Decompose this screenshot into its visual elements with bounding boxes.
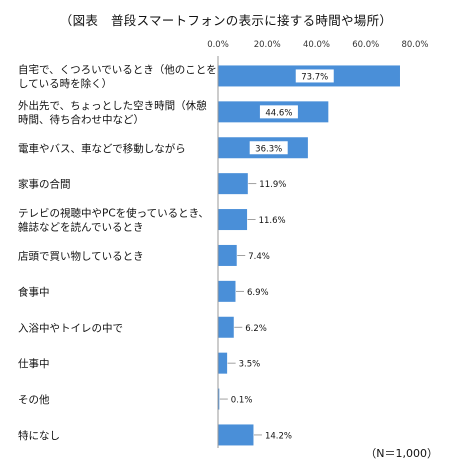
data-label-box: [259, 105, 298, 119]
data-label: 0.1%: [231, 396, 253, 406]
category-label: 自宅で、くつろいでいるとき（他のことを: [18, 63, 217, 76]
bar: [218, 424, 254, 446]
data-label: 14.2%: [265, 431, 292, 441]
category-label: 外出先で、ちょっとした空き時間（休憩: [18, 99, 207, 112]
chart-title: （図表 普段スマートフォンの表示に接する時間や場所）: [59, 13, 393, 28]
x-tick-label: 20.0%: [254, 40, 281, 50]
category-label: 電車やバス、車などで移動しながら: [18, 142, 186, 155]
category-label: 仕事中: [18, 357, 50, 370]
bar: [218, 316, 234, 338]
x-tick-label: 0.0%: [207, 40, 229, 50]
data-label-box: [295, 69, 334, 83]
data-label: 11.6%: [259, 216, 286, 226]
bar: [218, 388, 220, 410]
x-tick-label: 80.0%: [401, 40, 428, 50]
data-label: 6.2%: [245, 324, 267, 334]
category-label: 時間、待ち合わせ中など）: [18, 113, 144, 126]
data-label: 7.4%: [248, 252, 270, 262]
x-tick-label: 40.0%: [303, 40, 330, 50]
data-label: 11.9%: [259, 180, 286, 190]
category-label: 特になし: [18, 430, 60, 442]
data-label-box: [249, 141, 288, 155]
data-label: 73.7%: [301, 72, 328, 82]
data-label: 3.5%: [239, 360, 261, 370]
bar: [218, 244, 237, 266]
category-label: 雑誌などを読んでいるとき: [18, 221, 143, 234]
category-label: 家事の合間: [18, 178, 71, 191]
category-label: テレビの視聴中やPCを使っているとき、: [18, 207, 209, 220]
data-label: 6.9%: [247, 288, 269, 298]
category-label: 入浴中やトイレの中で: [18, 321, 123, 334]
category-label: している時を除く）: [18, 77, 112, 90]
data-label: 36.3%: [255, 144, 282, 154]
sample-size-note: （N＝1,000）: [365, 447, 438, 460]
bar: [218, 209, 248, 231]
category-label: 店頭で買い物しているとき: [18, 249, 144, 262]
bar: [218, 173, 248, 195]
bar: [218, 280, 236, 302]
category-label: その他: [18, 393, 50, 406]
bar: [218, 352, 228, 374]
data-label: 44.6%: [265, 108, 292, 118]
x-tick-label: 60.0%: [352, 40, 379, 50]
category-label: 食事中: [18, 285, 50, 298]
